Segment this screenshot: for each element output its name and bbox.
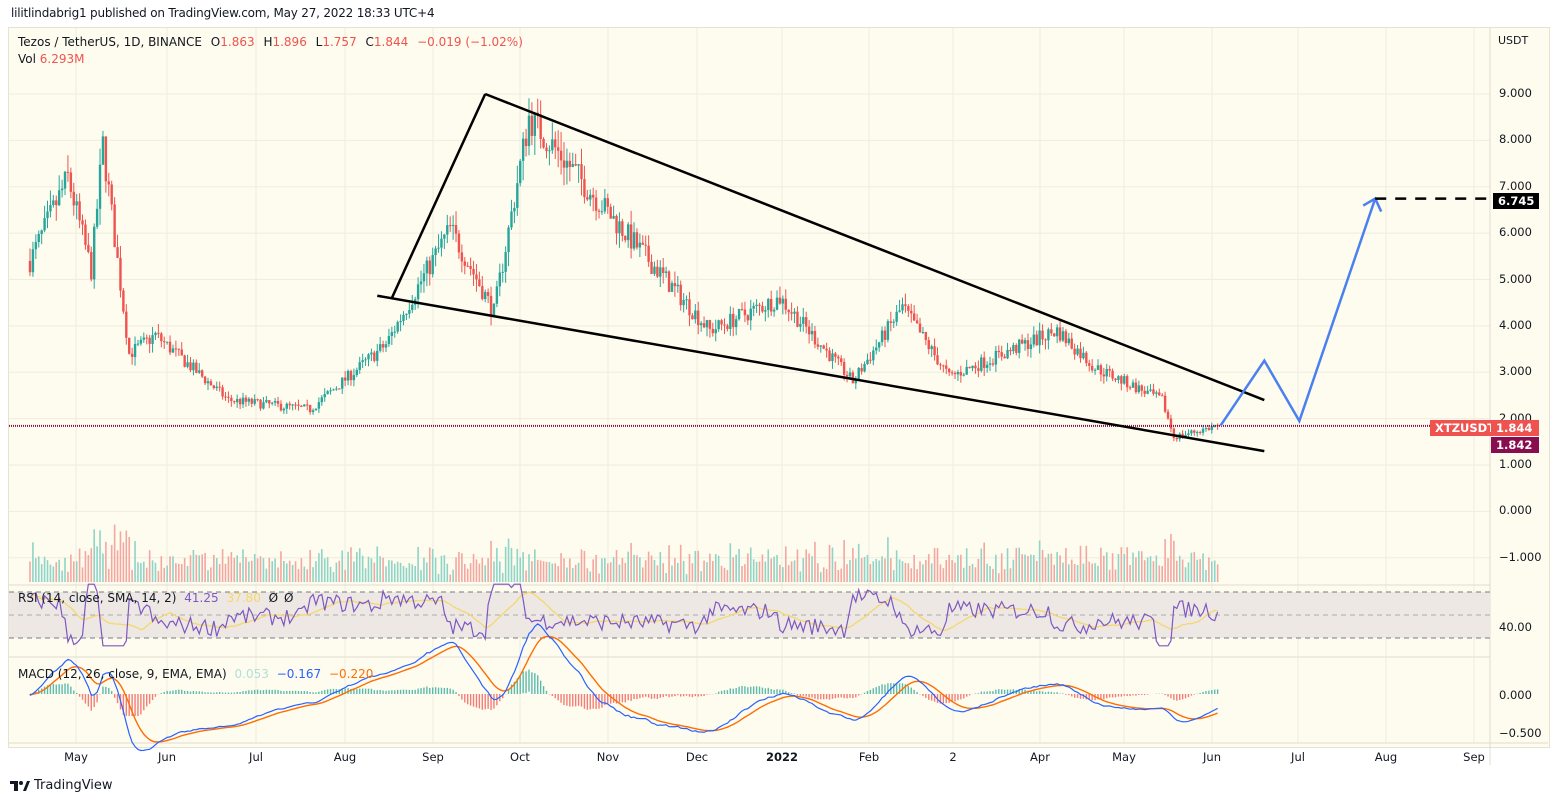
time-axis-label: Nov bbox=[596, 750, 620, 764]
time-axis-label: Jul bbox=[249, 750, 263, 764]
open-value: 1.863 bbox=[220, 35, 255, 49]
time-axis-label: Jul bbox=[1291, 750, 1305, 764]
prev-close-tag: 1.842 bbox=[1491, 437, 1539, 453]
time-axis-label: Aug bbox=[333, 750, 357, 764]
published-by-text: lilitlindabrig1 published on TradingView… bbox=[11, 6, 435, 20]
macd-axis-label-1: −0.500 bbox=[1499, 726, 1542, 740]
time-axis-label: Oct bbox=[510, 750, 530, 764]
price-axis-label: 8.000 bbox=[1499, 132, 1532, 147]
macd-hist-value: 0.053 bbox=[234, 667, 269, 681]
tradingview-logo-icon bbox=[10, 780, 30, 791]
price-axis-label: 9.000 bbox=[1499, 86, 1532, 100]
symbol-legend: Tezos / TetherUS, 1D, BINANCE O1.863 H1.… bbox=[18, 35, 523, 66]
macd-value: −0.167 bbox=[276, 667, 322, 681]
price-axis-label: 3.000 bbox=[1499, 364, 1532, 379]
high-value: 1.896 bbox=[272, 35, 307, 49]
rsi-title[interactable]: RSI (14, close, SMA, 14, 2) bbox=[18, 591, 177, 605]
macd-signal-value: −0.220 bbox=[328, 667, 374, 681]
target-price-tag: 6.745 bbox=[1493, 193, 1540, 209]
time-axis-label: Jun bbox=[1203, 750, 1221, 764]
time-axis-label: 2022 bbox=[765, 750, 799, 764]
time-axis-label: Sep bbox=[1463, 750, 1485, 764]
tradingview-logo[interactable]: TradingView bbox=[10, 778, 113, 793]
price-axis-label: 4.000 bbox=[1499, 317, 1532, 332]
tradingview-brand: TradingView bbox=[34, 778, 113, 793]
time-axis-label: May bbox=[1112, 750, 1136, 764]
price-axis-label: 7.000 bbox=[1499, 178, 1532, 193]
time-axis-label: Aug bbox=[1374, 750, 1398, 764]
time-axis-label: Apr bbox=[1030, 750, 1050, 764]
low-value: 1.757 bbox=[322, 35, 357, 49]
macd-title[interactable]: MACD (12, 26, close, 9, EMA, EMA) bbox=[18, 667, 227, 681]
price-axis-label: 5.000 bbox=[1499, 271, 1532, 286]
rsi-axis-label: 40.00 bbox=[1499, 620, 1532, 634]
macd-legend: MACD (12, 26, close, 9, EMA, EMA) 0.053 … bbox=[18, 667, 373, 681]
change-value: −0.019 (−1.02%) bbox=[417, 35, 523, 49]
symbol-name-tag: XTZUSDT bbox=[1430, 420, 1501, 436]
price-axis-label: 6.000 bbox=[1499, 225, 1532, 240]
time-axis-label: 2 bbox=[949, 750, 957, 764]
time-axis-label: Jun bbox=[158, 750, 176, 764]
time-axis-label: Feb bbox=[858, 750, 880, 764]
close-value: 1.844 bbox=[373, 35, 409, 49]
price-axis-label: 0.000 bbox=[1499, 503, 1532, 518]
time-axis-label: May bbox=[64, 750, 88, 764]
time-axis-label: Sep bbox=[422, 750, 444, 764]
price-axis-label: 1.000 bbox=[1499, 457, 1532, 471]
time-axis-label: Dec bbox=[685, 750, 709, 764]
price-axis-label: −1.000 bbox=[1499, 549, 1542, 564]
volume-value: 6.293M bbox=[39, 52, 85, 66]
rsi-sma-value: 37.80 bbox=[226, 591, 261, 605]
volume-label: Vol bbox=[18, 52, 36, 66]
last-price-tag: 1.844 bbox=[1491, 420, 1539, 436]
macd-axis-label-0: 0.000 bbox=[1499, 688, 1532, 702]
symbol-name[interactable]: Tezos / TetherUS, 1D, BINANCE bbox=[18, 35, 202, 49]
rsi-value: 41.25 bbox=[184, 591, 219, 605]
currency-label: USDT bbox=[1498, 34, 1529, 47]
rsi-legend: RSI (14, close, SMA, 14, 2) 41.25 37.80 … bbox=[18, 591, 294, 605]
